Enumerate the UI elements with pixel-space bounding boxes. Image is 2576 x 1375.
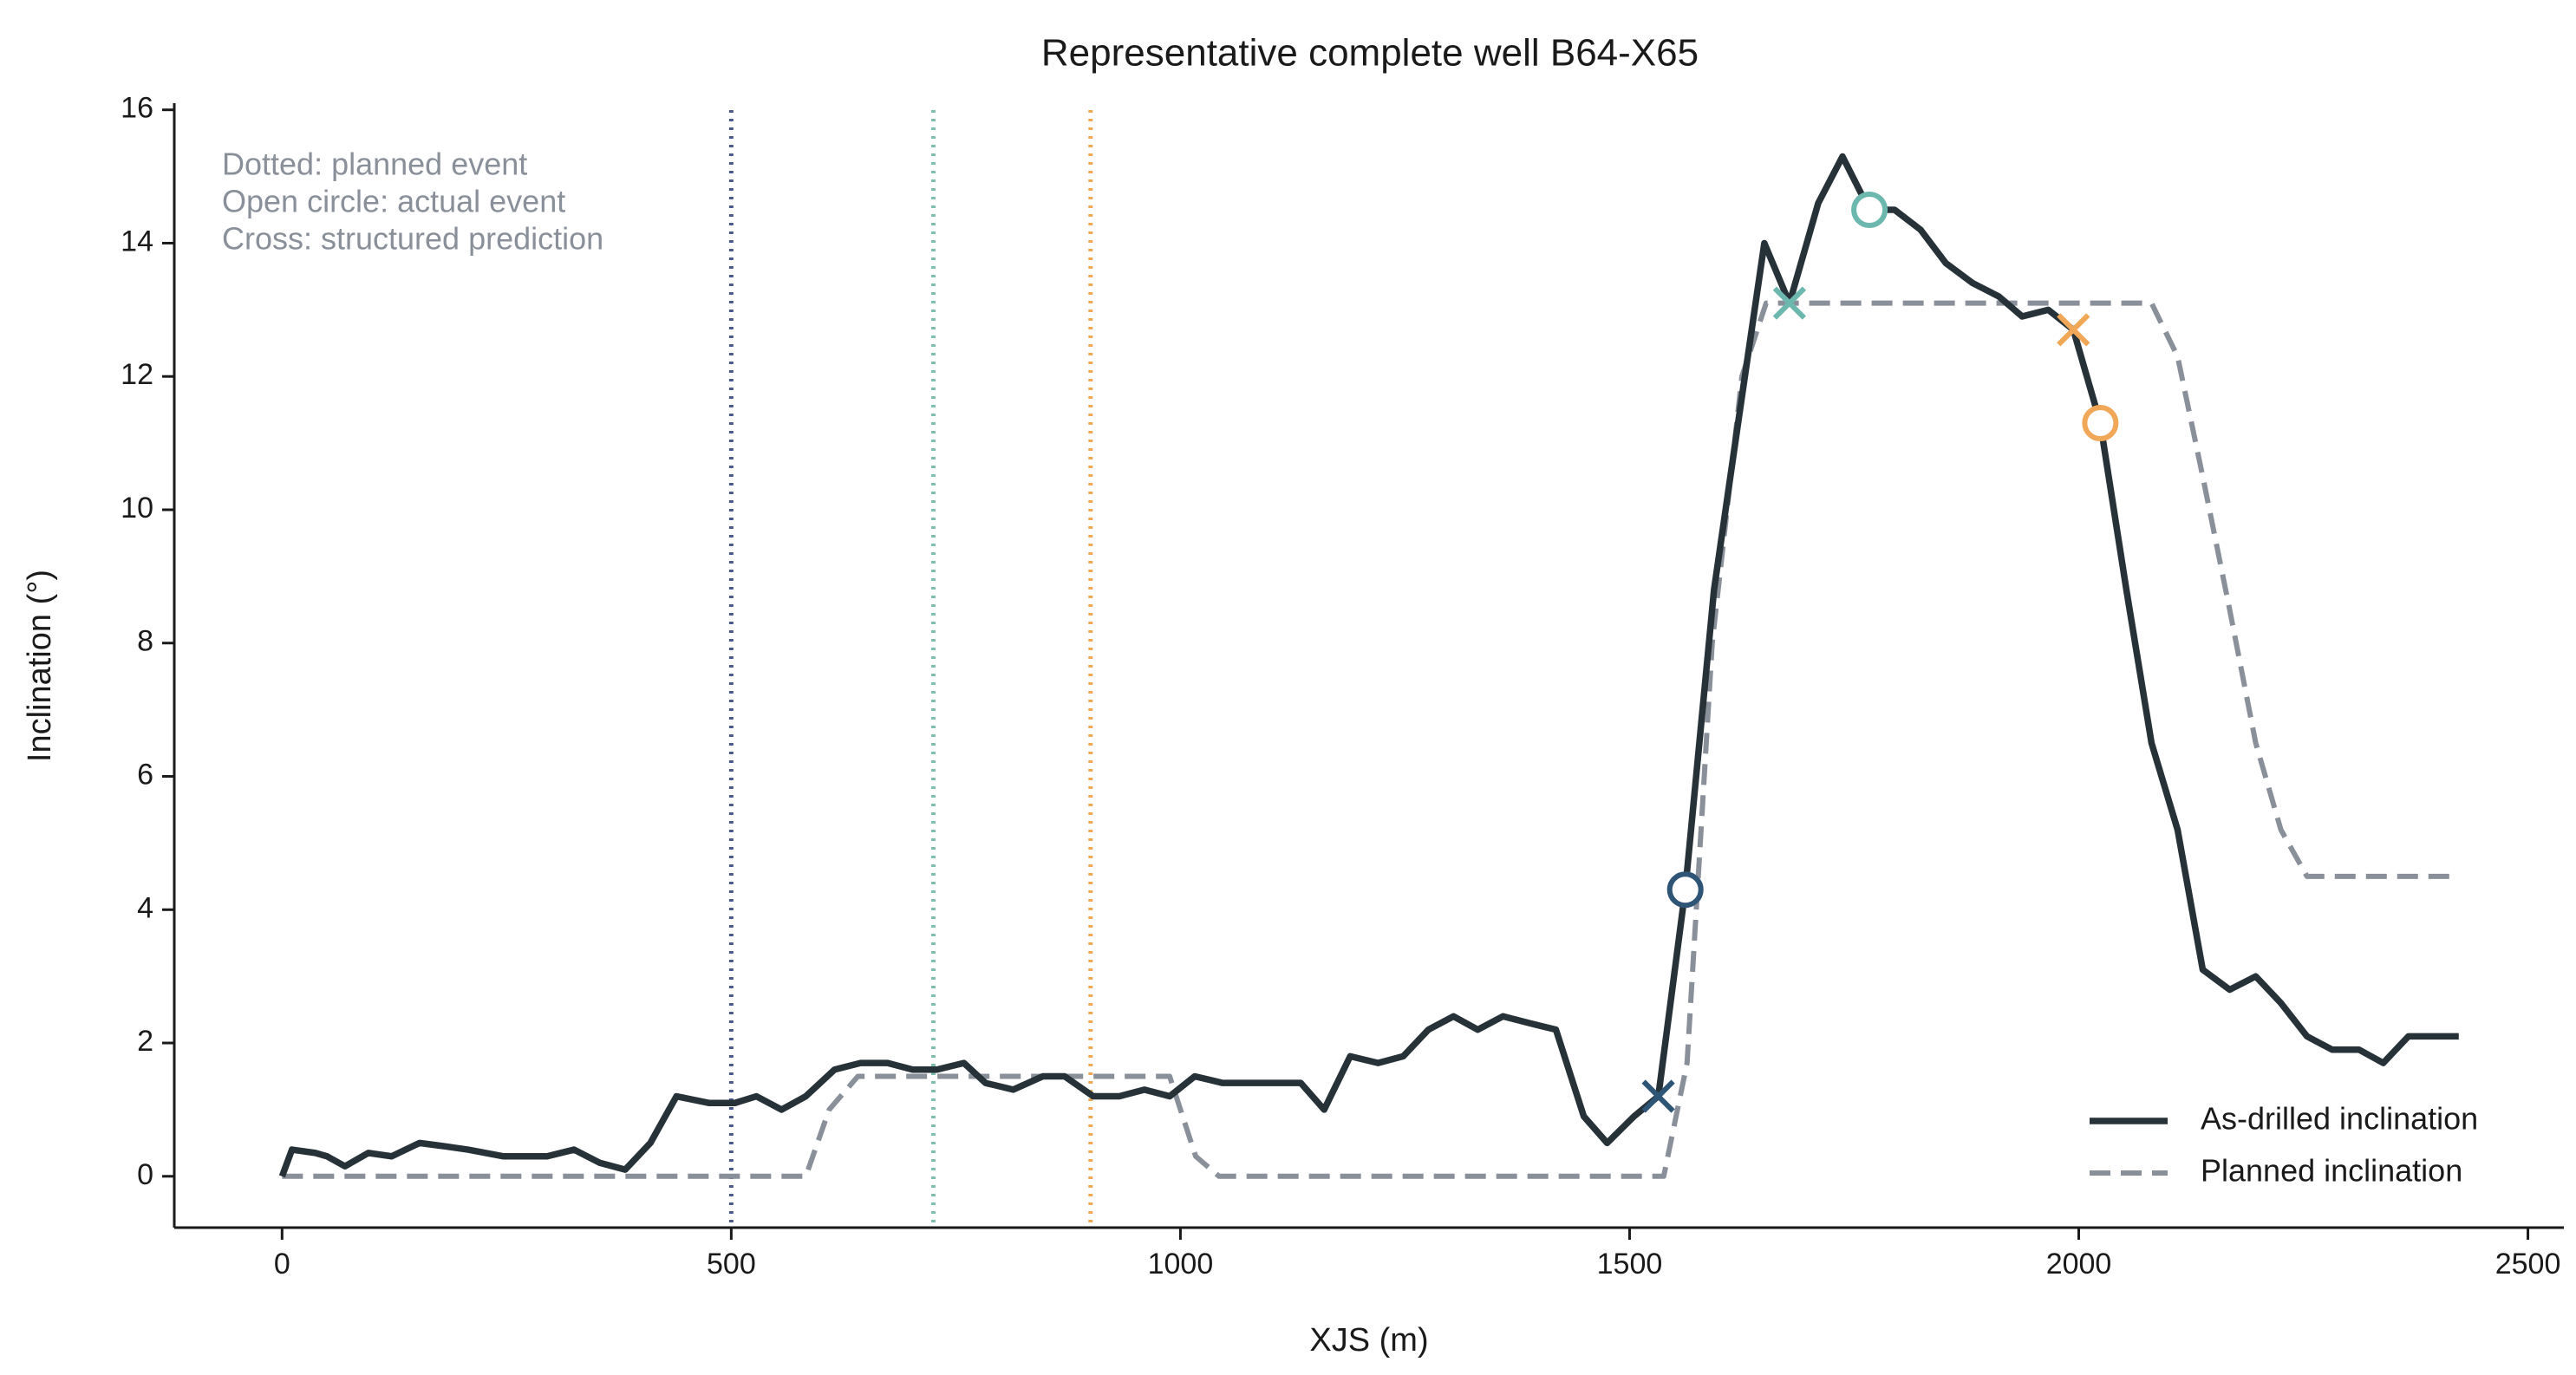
x-tick-label: 2000 xyxy=(2046,1248,2112,1281)
x-tick-label: 0 xyxy=(274,1248,290,1281)
y-tick-label: 16 xyxy=(121,92,153,125)
x-axis-label: XJS (m) xyxy=(1309,1322,1428,1359)
legend-label: Planned inclination xyxy=(2201,1153,2462,1189)
y-tick-label: 14 xyxy=(121,225,153,257)
y-axis-label: Inclination (°) xyxy=(22,570,58,762)
y-tick-label: 6 xyxy=(137,758,153,791)
x-tick-label: 1500 xyxy=(1597,1248,1663,1281)
predicted-event-cross xyxy=(1772,286,1807,320)
x-tick-label: 500 xyxy=(707,1248,756,1281)
y-tick-label: 8 xyxy=(137,625,153,658)
annotation: Dotted: planned event xyxy=(222,147,527,182)
predicted-event-cross xyxy=(1641,1079,1675,1113)
annotation: Cross: structured prediction xyxy=(222,221,603,257)
series-line xyxy=(282,300,2459,1179)
actual-event-circle xyxy=(2082,405,2119,442)
y-tick-label: 4 xyxy=(137,891,153,924)
chart-title: Representative complete well B64-X65 xyxy=(1041,32,1699,75)
y-tick-label: 12 xyxy=(121,358,153,391)
predicted-event-cross xyxy=(2057,313,2090,347)
actual-event-circle xyxy=(1666,871,1704,909)
annotation: Open circle: actual event xyxy=(222,184,565,219)
y-tick-label: 0 xyxy=(137,1158,153,1191)
y-tick-label: 2 xyxy=(137,1025,153,1058)
x-tick-label: 2500 xyxy=(2495,1248,2561,1281)
x-tick-label: 1000 xyxy=(1148,1248,1214,1281)
series-line xyxy=(278,153,2459,1178)
legend-label: As-drilled inclination xyxy=(2201,1101,2478,1137)
actual-event-circle xyxy=(1851,192,1888,229)
y-tick-label: 10 xyxy=(121,492,153,525)
